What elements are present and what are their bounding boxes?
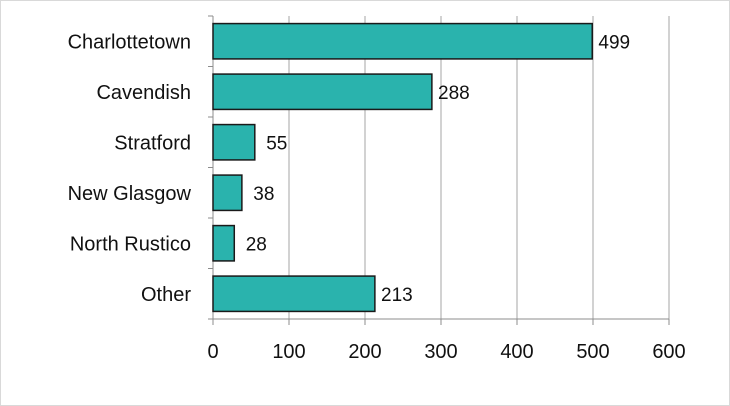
bar: [212, 73, 433, 111]
category-label: North Rustico: [70, 233, 191, 255]
axes: [208, 15, 670, 325]
gridlines: [288, 16, 670, 319]
category-label: Stratford: [114, 132, 191, 154]
bar: [212, 22, 593, 60]
data-label: 213: [381, 285, 413, 306]
x-tick-label: 0: [207, 341, 218, 363]
data-label: 499: [598, 32, 630, 53]
bar: [212, 224, 236, 262]
data-label: 55: [266, 133, 287, 154]
data-label: 288: [438, 83, 470, 104]
labels: 0 100 200 300 400 500 600 Charlottetown 499 Caven…: [68, 31, 686, 363]
x-tick-label: 100: [272, 341, 305, 363]
category-label: New Glasgow: [68, 183, 192, 205]
x-tick-label: 400: [500, 341, 533, 363]
x-tick-label: 600: [652, 341, 685, 363]
category-label: Cavendish: [96, 82, 191, 104]
bars: [212, 22, 593, 313]
bar: [212, 275, 376, 313]
category-label: Other: [141, 284, 191, 306]
category-label: Charlottetown: [68, 31, 191, 53]
bar: [212, 123, 256, 161]
bar: [212, 174, 243, 212]
x-tick-label: 300: [424, 341, 457, 363]
x-tick-label: 200: [348, 341, 381, 363]
data-label: 28: [246, 234, 267, 255]
data-label: 38: [253, 184, 274, 205]
x-tick-label: 500: [576, 341, 609, 363]
